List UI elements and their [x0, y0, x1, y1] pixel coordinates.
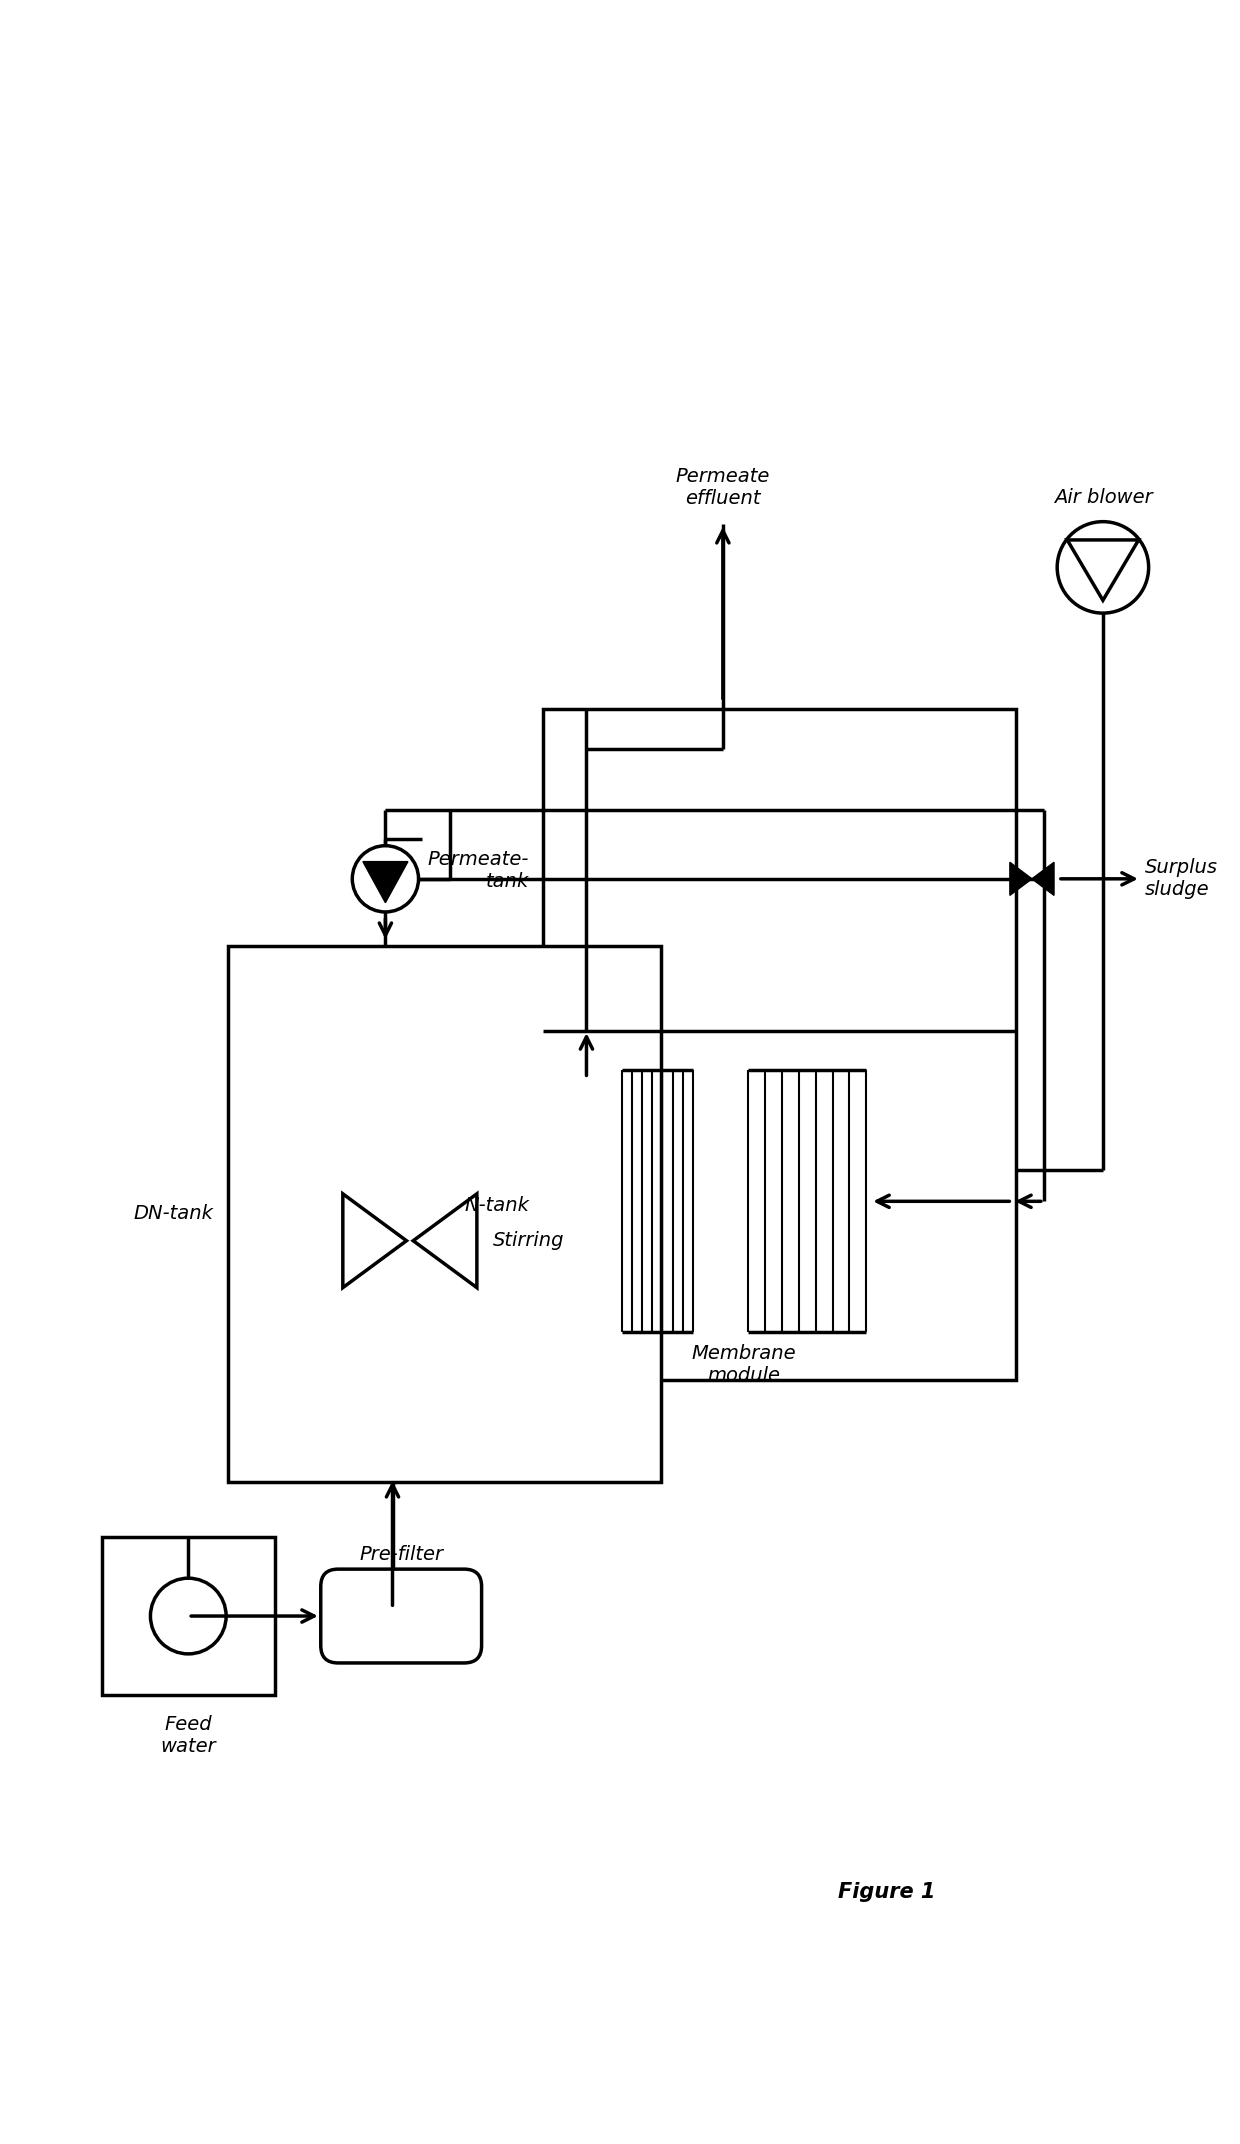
Text: N-tank: N-tank: [464, 1196, 529, 1216]
Circle shape: [150, 1578, 226, 1653]
Text: Stirring: Stirring: [492, 1231, 564, 1250]
Text: Permeate-
tank: Permeate- tank: [428, 849, 529, 890]
Text: Membrane
module: Membrane module: [692, 1344, 796, 1385]
Polygon shape: [363, 862, 408, 903]
Bar: [228, 946, 661, 1482]
Bar: [543, 710, 1017, 1379]
Circle shape: [352, 845, 419, 911]
FancyBboxPatch shape: [321, 1569, 481, 1664]
Text: Pre-filter: Pre-filter: [360, 1546, 443, 1565]
Text: Figure 1: Figure 1: [838, 1882, 935, 1902]
Text: Air blower: Air blower: [1054, 489, 1152, 508]
Text: Feed
water: Feed water: [160, 1715, 216, 1756]
Text: DN-tank: DN-tank: [134, 1205, 213, 1224]
Text: Permeate
effluent: Permeate effluent: [676, 467, 770, 508]
Polygon shape: [1032, 862, 1054, 896]
Text: Surplus
sludge: Surplus sludge: [1145, 858, 1218, 898]
Polygon shape: [1009, 862, 1032, 896]
Circle shape: [1058, 521, 1148, 613]
Bar: [102, 1537, 275, 1696]
